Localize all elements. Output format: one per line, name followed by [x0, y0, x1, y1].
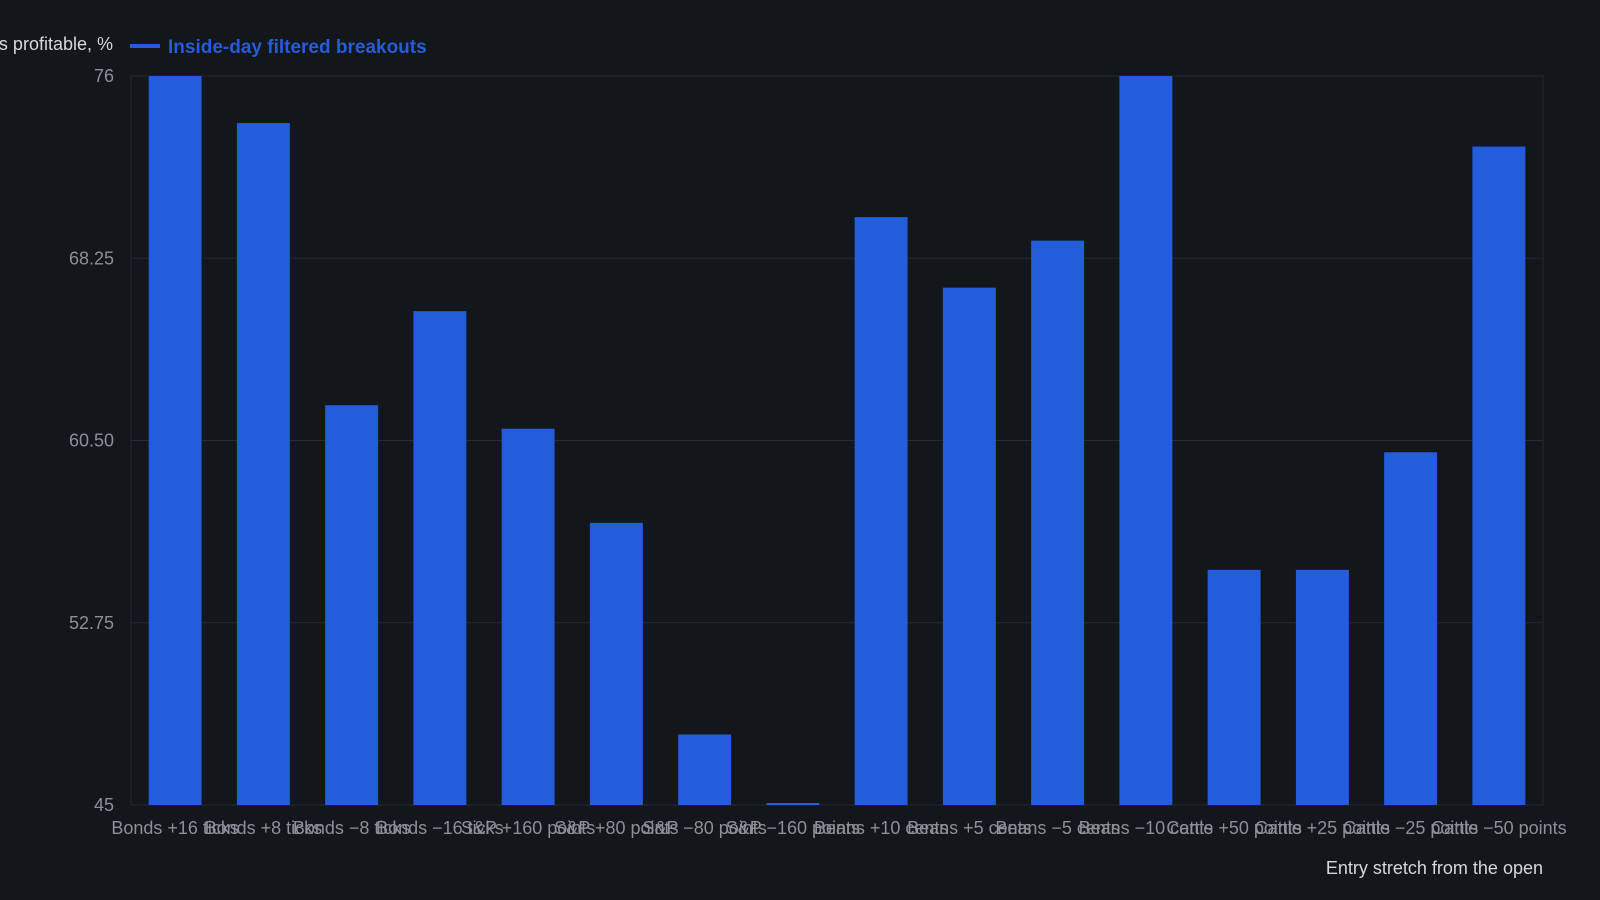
bar [236, 123, 290, 806]
y-axis-title: Trades profitable, % [0, 34, 113, 54]
x-tick-label: S&P −160 points [726, 818, 860, 838]
x-tick-label: Cattle −50 points [1431, 818, 1567, 838]
bars [148, 76, 1526, 806]
bar [678, 734, 732, 805]
x-tick-label: S&P +160 points [461, 818, 595, 838]
bar [589, 522, 643, 805]
bar [501, 428, 555, 805]
x-tick-label: Beans −5 cents [995, 818, 1120, 838]
x-tick-label: S&P +80 points [554, 818, 678, 838]
bar [942, 287, 996, 806]
x-tick-label: Beans +10 cents [814, 818, 949, 838]
y-tick-label: 45 [94, 795, 114, 815]
bar [325, 405, 379, 805]
bar [766, 803, 820, 805]
x-tick-label: Cattle +50 points [1166, 818, 1302, 838]
bar [413, 311, 467, 805]
x-tick-label: Bonds −16 ticks [376, 818, 504, 838]
x-tick-label: Beans −10 cents [1079, 818, 1214, 838]
x-tick-label: Bonds +16 ticks [111, 818, 239, 838]
y-tick-label: 52.75 [69, 613, 114, 633]
bar [1207, 569, 1261, 805]
bar [1031, 240, 1085, 805]
y-axis-ticks: 45 52.75 60.50 68.25 76 [69, 66, 114, 815]
bar [1119, 76, 1173, 805]
bar [1295, 569, 1349, 805]
legend: Inside-day filtered breakouts [130, 37, 427, 58]
x-tick-label: Beans +5 cents [907, 818, 1032, 838]
y-tick-label: 60.50 [69, 431, 114, 451]
x-tick-label: Cattle −25 points [1343, 818, 1479, 838]
bar [1384, 452, 1438, 805]
bar [854, 217, 908, 805]
x-tick-label: Bonds +8 ticks [205, 818, 323, 838]
x-tick-label: Cattle +25 points [1255, 818, 1391, 838]
legend-label: Inside-day filtered breakouts [168, 37, 427, 58]
bar [148, 76, 202, 805]
y-tick-label: 76 [94, 66, 114, 86]
bar [1472, 146, 1526, 805]
x-axis-title: Entry stretch from the open [1326, 858, 1543, 878]
y-tick-label: 68.25 [69, 248, 114, 268]
x-tick-label: S&P −80 points [642, 818, 766, 838]
x-tick-label: Bonds −8 ticks [293, 818, 411, 838]
